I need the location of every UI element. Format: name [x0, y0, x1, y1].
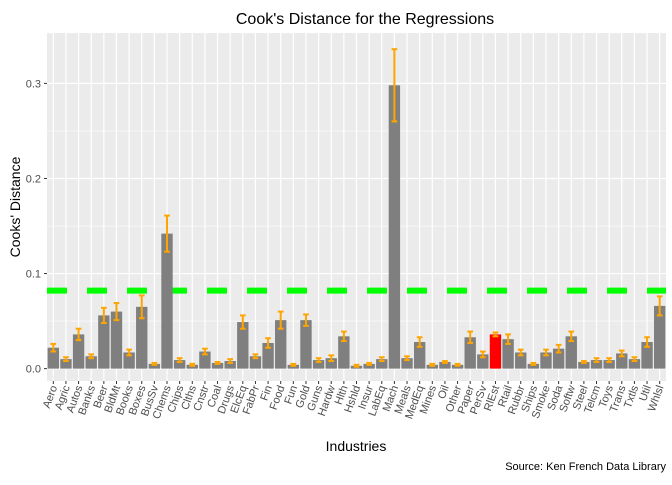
bar-txtls: [628, 359, 641, 369]
bar-hlth: [338, 336, 350, 369]
x-tick-label-fin: Fin: [258, 384, 275, 402]
x-tick-label-util: Util: [637, 384, 654, 403]
x-axis: AeroAgricAutosBanksBeerBldMtBooksBoxesBu…: [41, 381, 667, 421]
bar-soda: [552, 348, 565, 369]
bar-food: [275, 320, 287, 369]
bar-telcm: [590, 360, 603, 369]
bar-guns: [312, 360, 325, 369]
bar-smoke: [540, 352, 552, 369]
bar-beer: [98, 315, 110, 369]
bar-boxes: [136, 306, 148, 369]
source-caption: Source: Ken French Data Library: [505, 461, 666, 473]
bar-medeq: [413, 342, 426, 369]
bar-layer: [47, 85, 666, 369]
y-tick-label: 0.0: [26, 364, 41, 376]
bar-labeq: [376, 359, 388, 369]
bar-softw: [565, 336, 577, 369]
bar-fin: [262, 342, 274, 369]
bar-cnstr: [199, 351, 211, 369]
bar-bldmt: [110, 311, 123, 369]
bar-coal: [211, 362, 224, 369]
bar-rtail: [502, 339, 514, 369]
bar-drugs: [224, 361, 236, 369]
y-tick-label: 0.2: [26, 173, 41, 185]
bar-util: [641, 342, 653, 369]
bar-rlest: [489, 334, 502, 369]
bar-banks: [85, 356, 97, 369]
bar-insur: [363, 363, 375, 369]
error-layer: [50, 48, 663, 368]
bar-chips: [173, 360, 186, 369]
bar-steel: [578, 361, 590, 369]
y-tick-label: 0.3: [26, 78, 41, 90]
chart-title: Cook's Distance for the Regressions: [236, 11, 494, 28]
bar-toys: [603, 360, 615, 369]
bar-rubbr: [515, 352, 527, 369]
bar-autos: [72, 334, 85, 369]
bar-aero: [47, 347, 60, 369]
bar-elceq: [237, 322, 249, 369]
x-axis-title: Industries: [326, 438, 387, 454]
y-axis-title: Cooks' Distance: [7, 156, 23, 257]
bar-paper: [464, 337, 476, 369]
bar-books: [123, 352, 135, 369]
bar-gold: [300, 320, 312, 369]
bar-chems: [161, 233, 173, 369]
bar-persv: [477, 354, 489, 369]
bar-ships: [527, 363, 540, 369]
bar-bussv: [148, 363, 161, 369]
bar-oil: [439, 361, 451, 369]
x-tick-label-oil: Oil: [436, 384, 452, 401]
bar-mach: [388, 85, 401, 369]
bar-meals: [401, 358, 413, 369]
bar-hardw: [325, 358, 337, 369]
y-axis: 0.0 0.1 0.2 0.3: [26, 78, 47, 376]
y-tick-label: 0.1: [26, 269, 41, 281]
bar-agric: [60, 359, 72, 369]
bar-fabpr: [249, 356, 262, 369]
bar-whlsl: [653, 305, 666, 369]
bar-trans: [616, 353, 628, 369]
